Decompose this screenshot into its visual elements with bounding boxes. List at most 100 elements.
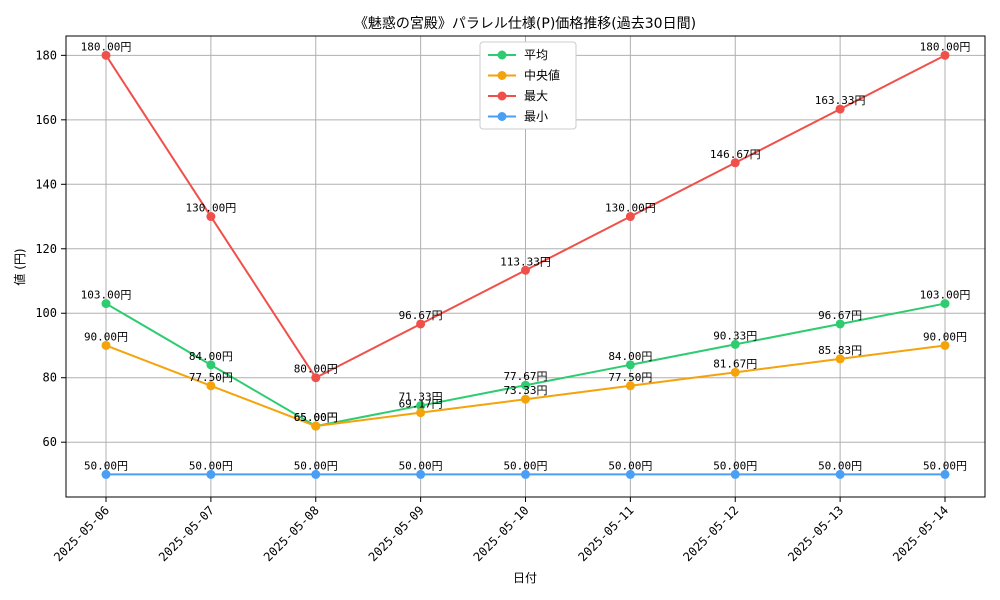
data-label: 77.50円: [608, 371, 652, 384]
x-tick-label: 2025-05-14: [890, 503, 951, 564]
data-point: [835, 354, 845, 364]
data-point: [416, 319, 426, 329]
data-label: 50.00円: [503, 459, 547, 472]
data-point: [625, 212, 635, 222]
grid: [66, 36, 985, 497]
data-label: 85.83円: [818, 344, 862, 357]
data-label: 103.00円: [920, 289, 971, 302]
y-tick-label: 60: [43, 435, 57, 449]
data-label: 50.00円: [294, 459, 338, 472]
data-label: 90.00円: [84, 330, 128, 343]
data-point: [101, 469, 111, 479]
legend-swatch-marker: [497, 91, 507, 101]
x-tick-label: 2025-05-11: [576, 503, 637, 564]
data-point: [101, 50, 111, 60]
data-point: [521, 265, 530, 275]
data-label: 103.00円: [81, 289, 132, 302]
data-point: [521, 394, 530, 404]
data-point: [730, 367, 740, 377]
data-label: 50.00円: [189, 459, 233, 472]
data-label: 71.33円: [399, 391, 443, 404]
y-tick-label: 140: [35, 177, 57, 191]
chart-title: 《魅惑の宮殿》パラレル仕様(P)価格推移(過去30日間): [354, 16, 696, 32]
data-label: 113.33円: [500, 255, 551, 268]
y-tick-label: 80: [43, 371, 57, 385]
data-point: [206, 212, 216, 222]
data-label: 90.00円: [923, 330, 967, 343]
data-point: [311, 421, 321, 431]
data-point: [311, 469, 321, 479]
data-label: 50.00円: [399, 459, 443, 472]
data-label: 90.33円: [713, 329, 757, 342]
legend-swatch-marker: [497, 112, 507, 121]
data-point: [206, 381, 216, 391]
x-tick-label: 2025-05-12: [680, 503, 741, 564]
legend-swatch-marker: [497, 50, 507, 60]
data-label: 50.00円: [84, 459, 128, 472]
y-tick-label: 160: [35, 113, 57, 127]
data-point: [940, 299, 950, 309]
data-label: 81.67円: [713, 357, 757, 370]
data-point: [835, 104, 845, 114]
data-point: [940, 340, 950, 350]
data-label: 163.33円: [815, 94, 866, 107]
data-point: [730, 469, 740, 479]
legend-label: 最大: [524, 89, 548, 103]
data-label: 69.17円: [399, 398, 443, 411]
data-label: 84.00円: [189, 350, 233, 363]
data-point: [730, 158, 740, 168]
data-point: [940, 469, 950, 479]
data-point: [625, 381, 635, 391]
data-label: 77.67円: [503, 370, 547, 383]
data-point: [940, 50, 950, 60]
data-label: 180.00円: [81, 40, 132, 53]
data-point: [416, 469, 426, 479]
data-labels: 103.00円 84.00円 65.00円 71.33円 77.67円 84.00円 90.…: [81, 40, 971, 472]
data-label: 96.67円: [399, 309, 443, 322]
data-point: [521, 380, 530, 390]
data-label: 80.00円: [294, 363, 338, 376]
x-tick-label: 2025-05-06: [51, 503, 112, 564]
data-point: [521, 469, 530, 479]
data-label: 130.00円: [605, 202, 656, 215]
legend-box: [479, 41, 577, 130]
data-label: 77.50円: [189, 371, 233, 384]
legend-label: 中央値: [524, 68, 560, 83]
x-tick-label: 2025-05-10: [471, 503, 532, 564]
data-label: 96.67円: [818, 309, 862, 322]
series-layer: [101, 50, 950, 479]
data-label: 50.00円: [713, 459, 757, 472]
data-label: 65.00円: [294, 411, 338, 424]
data-point: [416, 401, 426, 411]
data-point: [311, 373, 321, 383]
y-tick-label: 180: [35, 48, 57, 62]
data-point: [206, 360, 216, 370]
data-point: [835, 319, 845, 329]
data-point: [730, 339, 740, 349]
data-label: 50.00円: [818, 459, 862, 472]
data-label: 50.00円: [923, 459, 967, 472]
data-label: 180.00円: [920, 40, 971, 53]
data-label: 65.00円: [294, 411, 338, 424]
x-axis-label: 日付: [513, 571, 537, 585]
y-axis-label: 値 (円): [12, 248, 27, 285]
data-point: [625, 469, 635, 479]
y-tick-label: 120: [35, 242, 57, 256]
x-tick-label: 2025-05-13: [785, 503, 846, 564]
data-point: [835, 469, 845, 479]
data-point: [101, 299, 111, 309]
legend-label: 最小: [524, 110, 548, 124]
data-label: 50.00円: [608, 459, 652, 472]
data-point: [416, 408, 426, 418]
legend-swatch-marker: [497, 71, 507, 80]
x-tick-label: 2025-05-07: [156, 503, 217, 564]
data-point: [206, 469, 216, 479]
data-point: [625, 360, 635, 370]
data-label: 84.00円: [608, 350, 652, 363]
y-tick-label: 100: [35, 306, 57, 320]
data-label: 130.00円: [186, 202, 237, 215]
data-label: 146.67円: [710, 148, 761, 161]
data-label: 73.33円: [503, 384, 547, 397]
